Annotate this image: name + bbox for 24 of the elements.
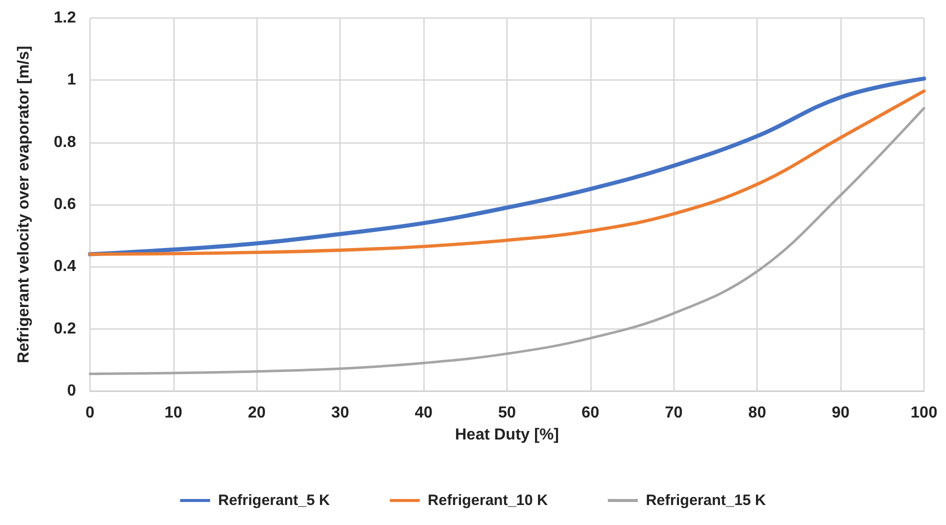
y-tick-label: 0	[67, 382, 76, 400]
x-axis-title: Heat Duty [%]	[454, 426, 560, 444]
x-tick-label: 70	[664, 404, 683, 422]
y-tick-label: 0.4	[54, 258, 76, 276]
y-tick-label: 0.8	[54, 134, 76, 151]
x-tick-label: 0	[86, 404, 95, 422]
legend-label: Refrigerant_10 K	[428, 492, 548, 509]
x-tick-label: 10	[164, 404, 182, 422]
y-tick-label: 1.2	[54, 10, 76, 26]
x-tick-label: 40	[414, 404, 433, 422]
y-tick-label: 0.2	[54, 320, 76, 338]
x-tick-label: 50	[498, 404, 516, 422]
y-axis-title: Refrigerant velocity over evaporator [m/s]	[16, 46, 32, 364]
x-tick-label: 80	[748, 404, 766, 422]
y-tick-label: 1	[67, 72, 76, 89]
y-tick-label: 0.6	[54, 196, 76, 213]
x-tick-label: 20	[248, 404, 266, 422]
legend-label: Refrigerant_5 K	[218, 492, 330, 509]
x-tick-label: 90	[832, 404, 850, 422]
x-tick-label: 100	[910, 404, 938, 422]
x-tick-label: 30	[331, 404, 350, 422]
line-series	[88, 106, 926, 376]
legend-label: Refrigerant_15 K	[646, 492, 766, 509]
x-tick-label: 60	[582, 404, 600, 422]
